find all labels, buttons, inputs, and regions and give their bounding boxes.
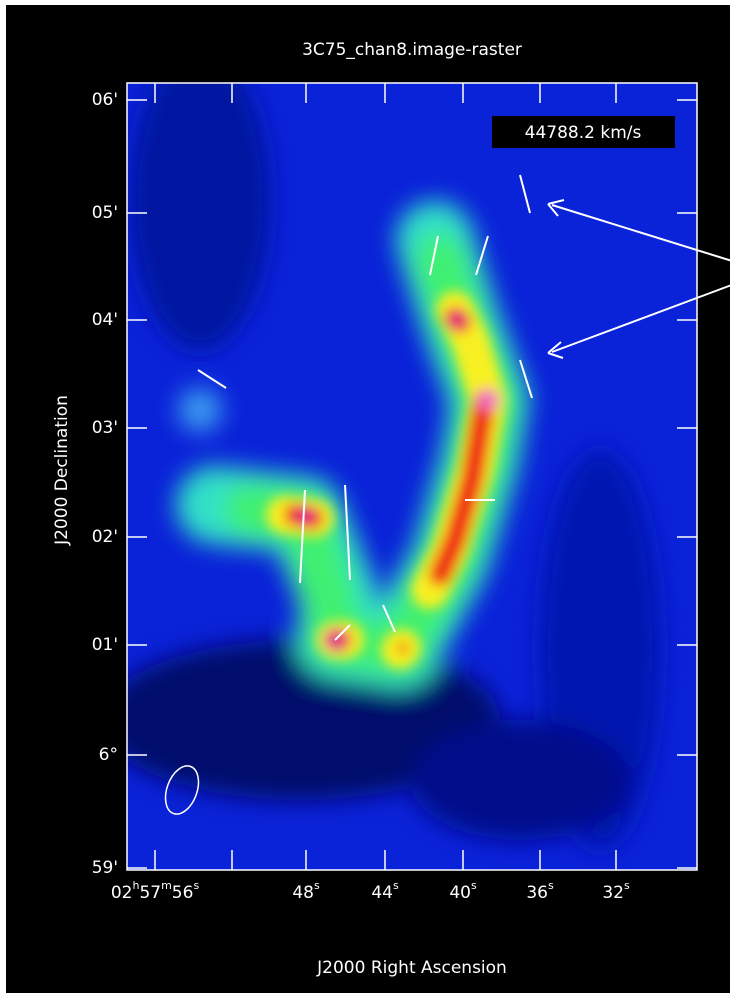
- y-tick-label: 02': [92, 527, 118, 547]
- y-tick-label: 59': [92, 858, 118, 878]
- x-tick-label-part: 32: [602, 883, 624, 903]
- x-tick-label-part: 57: [139, 883, 161, 903]
- x-tick-label-part: 44: [371, 883, 393, 903]
- y-axis-label: J2000 Declination: [52, 395, 72, 546]
- velocity-label: 44788.2 km/s: [525, 123, 642, 143]
- y-tick-label: 6°: [99, 745, 118, 765]
- title: 3C75_chan8.image-raster: [302, 40, 522, 60]
- raster-image: [100, 50, 697, 870]
- x-tick-label-part: m: [161, 879, 172, 892]
- y-tick-label: 03': [92, 418, 118, 438]
- x-tick-label-part: 02: [111, 883, 133, 903]
- x-tick-label-part: s: [548, 879, 554, 892]
- x-tick-label-part: s: [624, 879, 630, 892]
- page: 44788.2 km/s 3C75_chan8.image-raster J20…: [0, 0, 746, 1003]
- x-tick-label: 02h57m56s: [111, 879, 200, 903]
- y-tick-label: 01': [92, 635, 118, 655]
- x-tick-label-part: s: [193, 879, 199, 892]
- x-tick-label-part: s: [471, 879, 477, 892]
- x-tick-label-part: s: [314, 879, 320, 892]
- x-tick-label-part: h: [132, 879, 139, 892]
- y-tick-label: 05': [92, 203, 118, 223]
- y-tick-label: 06': [92, 90, 118, 110]
- x-axis-label: J2000 Right Ascension: [316, 958, 507, 978]
- y-tick-label: 04': [92, 310, 118, 330]
- x-tick-label-part: 56: [172, 883, 194, 903]
- x-tick-label-part: 40: [449, 883, 471, 903]
- x-tick-label-part: 36: [526, 883, 548, 903]
- x-tick-label-part: s: [393, 879, 399, 892]
- x-tick-label-part: 48: [292, 883, 314, 903]
